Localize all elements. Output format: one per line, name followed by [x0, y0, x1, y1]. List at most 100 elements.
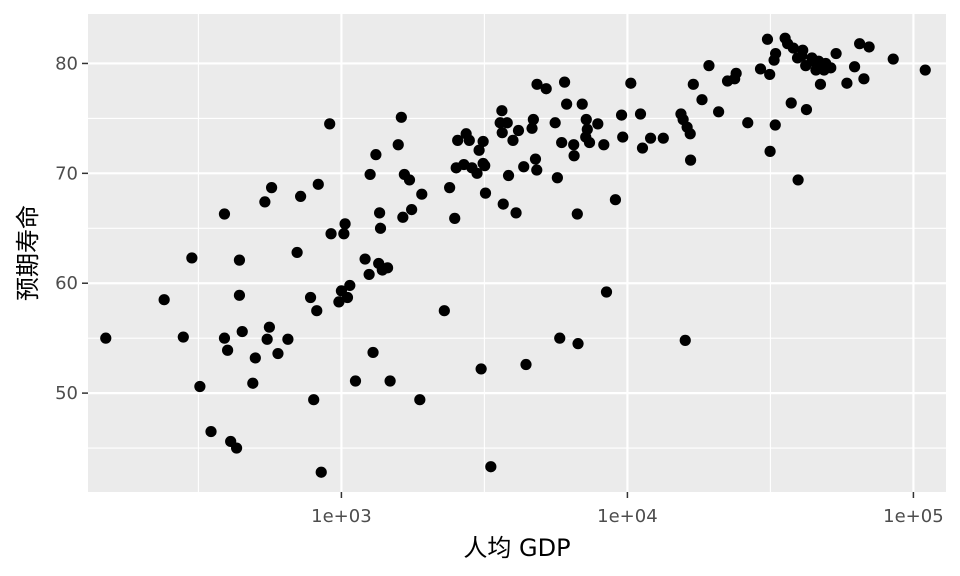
data-point — [397, 211, 409, 223]
data-point — [233, 254, 246, 266]
data-point — [684, 128, 696, 140]
data-point — [764, 68, 776, 81]
data-point — [510, 207, 522, 219]
data-point — [785, 97, 797, 109]
data-point — [218, 332, 231, 344]
data-point — [592, 118, 604, 130]
data-point — [339, 218, 351, 230]
data-point — [507, 134, 519, 146]
data-point — [449, 212, 461, 224]
data-point — [272, 347, 284, 360]
data-point — [186, 252, 198, 264]
data-point — [854, 38, 866, 50]
data-point — [222, 344, 234, 356]
data-point — [863, 41, 875, 53]
data-point — [312, 178, 324, 190]
data-point — [754, 63, 767, 75]
data-point — [830, 47, 842, 60]
data-point — [919, 64, 931, 76]
data-point — [230, 442, 243, 454]
data-point — [247, 377, 259, 389]
data-point — [558, 76, 571, 88]
data-point — [475, 363, 487, 375]
data-point — [249, 352, 261, 364]
x-axis-title: 人均 GDP — [463, 534, 570, 562]
major-gridlines — [88, 14, 946, 492]
data-point — [696, 94, 708, 106]
data-point — [657, 132, 669, 144]
data-point — [742, 117, 754, 129]
data-point — [540, 83, 552, 95]
data-point — [576, 98, 588, 110]
data-point — [218, 208, 231, 220]
data-point — [333, 296, 345, 308]
data-point — [374, 222, 387, 234]
data-point — [531, 164, 543, 176]
data-point — [367, 346, 379, 359]
data-point — [769, 119, 781, 131]
data-point — [374, 207, 386, 219]
data-point — [364, 168, 376, 181]
data-point — [100, 332, 112, 344]
data-point — [381, 262, 394, 274]
data-points — [100, 32, 931, 478]
data-point — [797, 44, 809, 56]
data-point — [825, 62, 837, 74]
data-point — [529, 153, 542, 165]
data-point — [325, 228, 337, 240]
data-point — [261, 333, 273, 345]
data-point — [713, 106, 725, 118]
data-point — [403, 174, 416, 186]
data-point — [501, 117, 513, 129]
data-point — [636, 142, 649, 154]
data-point — [527, 113, 539, 126]
data-point — [634, 108, 647, 120]
data-point — [282, 333, 294, 345]
x-axis-ticks: 1e+03 1e+04 1e+05 — [311, 492, 944, 527]
y-tick-label: 60 — [55, 273, 78, 294]
y-tick-label: 50 — [55, 383, 78, 404]
data-point — [571, 208, 583, 220]
x-tick-label: 1e+04 — [597, 506, 658, 527]
data-point — [497, 198, 509, 210]
data-point — [392, 139, 404, 151]
data-point — [471, 167, 483, 179]
data-point — [479, 187, 492, 199]
data-point — [263, 321, 275, 333]
data-point — [814, 78, 827, 90]
data-point — [684, 154, 697, 166]
y-axis-ticks: 50 60 70 80 — [55, 53, 88, 404]
data-point — [761, 33, 774, 45]
data-point — [526, 122, 538, 134]
data-point — [848, 61, 861, 73]
data-point — [414, 394, 426, 406]
data-point — [324, 118, 336, 130]
y-tick-label: 80 — [55, 53, 78, 74]
data-point — [644, 132, 657, 144]
data-point — [265, 182, 278, 194]
data-point — [477, 135, 489, 148]
data-point — [295, 190, 307, 203]
data-point — [315, 466, 327, 478]
data-point — [233, 289, 246, 301]
data-point — [687, 78, 699, 90]
data-point — [406, 203, 418, 216]
x-tick-label: 1e+05 — [883, 506, 944, 527]
y-axis-title: 预期寿命 — [14, 205, 42, 301]
data-point — [600, 286, 613, 298]
data-point — [194, 380, 206, 393]
plot-panel — [88, 14, 946, 492]
data-point — [291, 246, 303, 259]
data-point — [551, 172, 563, 184]
data-point — [438, 305, 450, 317]
data-point — [473, 144, 485, 156]
data-point — [512, 124, 525, 137]
x-tick-label: 1e+03 — [311, 506, 372, 527]
data-point — [341, 291, 354, 304]
data-point — [531, 78, 543, 90]
data-point — [384, 375, 396, 387]
data-point — [452, 134, 464, 146]
data-point — [549, 117, 561, 129]
data-point — [568, 139, 580, 151]
